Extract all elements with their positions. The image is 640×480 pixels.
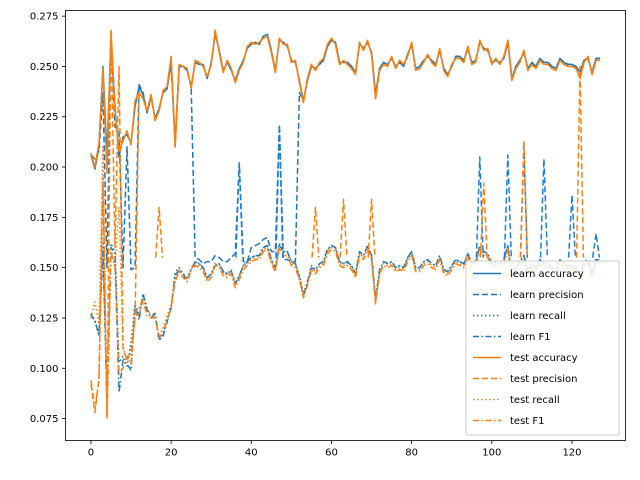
legend-label: learn F1 [510,332,551,343]
x-axis-ticks: 0 20 40 60 80 100 120 [88,440,582,459]
x-tick-label: 60 [325,448,338,459]
learn-precision-spike [475,156,484,258]
x-tick-label: 40 [245,448,258,459]
legend-box [465,260,620,436]
learn-precision-spike [591,232,601,258]
legend: learn accuracy learn precision learn recal… [465,260,620,436]
x-tick-label: 100 [482,448,501,459]
y-tick-label: 0.225 [30,112,59,123]
y-tick-label: 0.275 [30,12,59,23]
y-axis-ticks: 0.075 0.100 0.125 0.150 0.175 0.200 0.225 0.250… [30,12,66,425]
test-precision-spike [367,198,376,258]
legend-label: learn accuracy [510,269,584,280]
y-tick-label: 0.075 [30,414,59,425]
legend-label: test precision [510,374,578,385]
x-tick-label: 0 [88,448,94,459]
y-tick-label: 0.175 [30,213,59,224]
test-precision-spike [311,206,320,258]
legend-label: test accuracy [510,353,578,364]
test-precision-spike [154,206,164,258]
test-precision-spike [575,65,585,258]
y-tick-label: 0.250 [30,62,59,73]
y-tick-label: 0.125 [30,313,59,324]
x-tick-label: 120 [562,448,581,459]
legend-label: learn recall [510,311,566,322]
plot-lines [90,29,601,420]
y-tick-label: 0.150 [30,263,59,274]
legend-label: test F1 [510,416,545,427]
learn-precision-spike [275,124,284,258]
x-tick-label: 80 [405,448,418,459]
axes-frame [65,10,626,441]
series-line-test-accuracy [90,29,601,174]
test-precision-spike [339,198,348,258]
legend-label: test recall [510,395,560,406]
learn-precision-spike [567,194,577,258]
learn-precision-spike [235,162,244,258]
y-tick-label: 0.100 [30,364,59,375]
legend-label: learn precision [510,290,584,301]
learn-precision-spike [539,158,549,258]
test-precision-spike [479,182,488,258]
test-precision-spike [519,140,529,258]
y-tick-label: 0.200 [30,163,59,174]
x-tick-label: 20 [165,448,178,459]
series-line-learn-f1 [90,244,601,400]
learn-precision-spike [503,154,512,258]
